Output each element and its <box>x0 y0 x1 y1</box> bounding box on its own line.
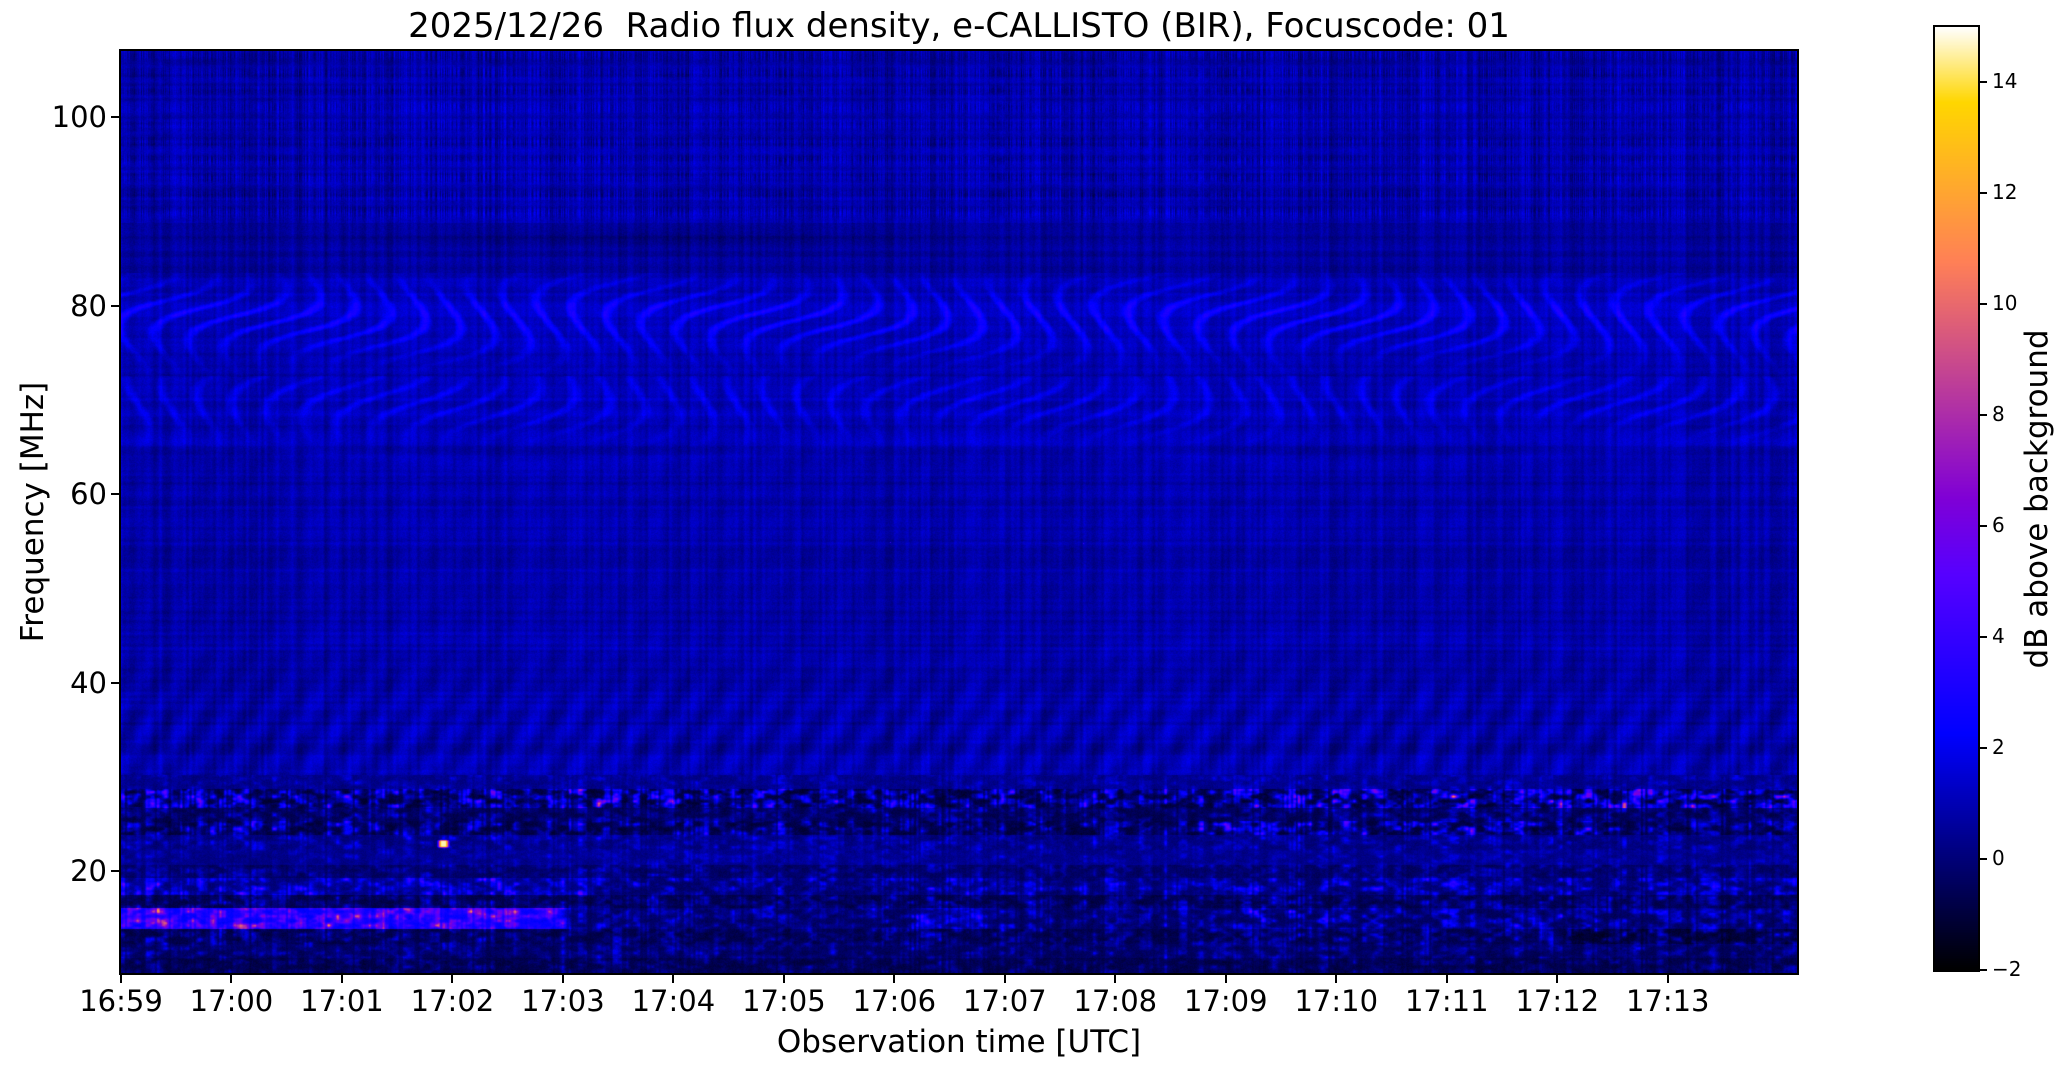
colorbar-tick-mark <box>1980 303 1987 306</box>
plot-border <box>119 49 1799 975</box>
x-tick-label: 17:08 <box>1073 984 1158 1018</box>
y-tick-mark <box>111 493 119 496</box>
colorbar-tick-mark <box>1980 858 1987 861</box>
colorbar-tick-mark <box>1980 747 1987 750</box>
colorbar-tick-label: 8 <box>1992 402 2005 427</box>
colorbar-border <box>1933 25 1980 972</box>
spectrogram-heatmap <box>121 51 1797 973</box>
x-tick-label: 17:09 <box>1184 984 1268 1018</box>
x-tick-label: 17:10 <box>1294 984 1379 1018</box>
x-tick-mark <box>1666 975 1669 983</box>
y-tick-mark <box>111 115 119 118</box>
x-tick-mark <box>893 975 896 983</box>
x-tick-label: 17:03 <box>521 984 605 1018</box>
x-tick-mark <box>1003 975 1006 983</box>
x-tick-label: 17:05 <box>742 984 826 1018</box>
colorbar-label: dB above background <box>2019 329 2055 669</box>
x-tick-label: 17:07 <box>963 984 1047 1018</box>
chart-title: 2025/12/26 Radio flux density, e-CALLIST… <box>408 6 1510 46</box>
colorbar-tick-label: 6 <box>1992 513 2005 538</box>
colorbar-tick-label: 4 <box>1992 624 2005 649</box>
x-tick-mark <box>672 975 675 983</box>
colorbar-tick-mark <box>1980 636 1987 639</box>
y-axis-label: Frequency [MHz] <box>15 381 51 643</box>
colorbar-tick-label: 2 <box>1992 735 2005 760</box>
y-tick-label: 100 <box>51 99 107 134</box>
colorbar-tick-mark <box>1980 969 1987 971</box>
x-tick-mark <box>1114 975 1117 983</box>
x-tick-label: 17:01 <box>300 984 384 1018</box>
colorbar-tick-label: 12 <box>1992 180 2018 205</box>
x-tick-mark <box>1445 975 1448 983</box>
x-tick-label: 17:13 <box>1625 984 1710 1018</box>
x-tick-mark <box>782 975 785 983</box>
colorbar-tick-mark <box>1980 192 1987 195</box>
y-tick-mark <box>111 304 119 307</box>
x-tick-label: 17:04 <box>631 984 716 1018</box>
x-tick-label: 17:11 <box>1404 984 1489 1018</box>
x-tick-mark <box>1224 975 1227 983</box>
x-tick-mark <box>230 975 233 983</box>
y-tick-mark <box>111 870 119 873</box>
colorbar-tick-mark <box>1980 414 1987 417</box>
x-tick-mark <box>1335 975 1338 983</box>
colorbar-tick-label: 14 <box>1992 69 2018 94</box>
y-tick-mark <box>111 681 119 684</box>
colorbar-tick-mark <box>1980 525 1987 528</box>
x-tick-mark <box>120 975 122 983</box>
x-tick-mark <box>561 975 564 983</box>
colorbar-gradient <box>1935 27 1978 970</box>
y-tick-label: 60 <box>70 477 107 512</box>
colorbar-tick-label: 0 <box>1992 846 2005 871</box>
y-tick-label: 20 <box>70 854 107 889</box>
x-tick-mark <box>1556 975 1559 983</box>
colorbar-tick-label: −2 <box>1992 957 2022 981</box>
colorbar-tick-label: 10 <box>1992 291 2018 316</box>
x-tick-label: 17:06 <box>852 984 937 1018</box>
x-axis-label: Observation time [UTC] <box>776 1024 1142 1060</box>
x-tick-label: 17:02 <box>410 984 495 1018</box>
x-tick-mark <box>340 975 343 983</box>
x-tick-label: 16:59 <box>79 984 163 1018</box>
x-tick-label: 17:00 <box>189 984 274 1018</box>
x-tick-mark <box>451 975 454 983</box>
y-tick-label: 80 <box>70 288 107 323</box>
y-tick-label: 40 <box>70 665 107 700</box>
colorbar-tick-mark <box>1980 81 1987 84</box>
x-tick-label: 17:12 <box>1515 984 1600 1018</box>
